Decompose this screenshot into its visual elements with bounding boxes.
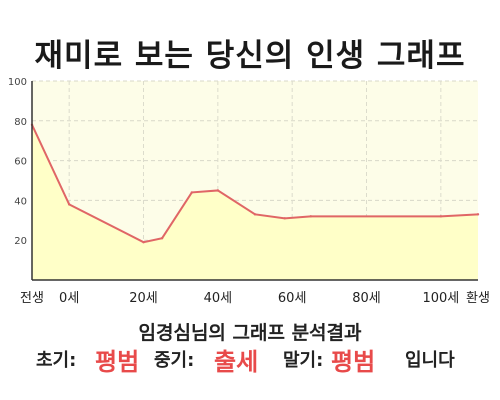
data-point [67,203,71,206]
y-tick-label: 100 [8,77,27,88]
y-tick-label: 40 [14,196,27,207]
page-title: 재미로 보는 당신의 인생 그래프 [34,38,466,74]
early-value: 평범 [95,348,140,376]
x-tick-label: 20세 [129,291,158,306]
early-label: 초기: [36,350,77,371]
series-area [32,124,478,280]
data-point [309,215,312,218]
result-suffix: 입니다 [405,350,455,371]
life-graph-chart: 20 40 60 80 100 전생 0세 20세 40세 60세 80세 100세 환생 [8,77,490,306]
analysis-subtitle: 임경심님의 그래프 분석결과 [138,322,362,344]
late-value: 평범 [331,348,376,376]
x-tick-label: 100세 [422,291,459,306]
data-point [439,215,443,218]
data-point [476,213,480,216]
x-tick-label: 40세 [204,291,233,306]
data-point [216,189,220,192]
data-point [160,237,164,240]
x-tick-label: 80세 [352,291,381,306]
data-point [283,217,286,220]
x-tick-label: 60세 [278,291,307,306]
y-tick-label: 60 [14,157,27,168]
mid-label: 중기: [154,350,195,371]
data-point [190,191,194,194]
y-tick-label: 80 [14,117,27,128]
x-tick-label: 환생 [466,291,490,306]
x-tick-label: 0세 [59,291,79,306]
late-label: 말기: [283,350,324,371]
y-tick-label: 20 [14,236,27,247]
data-point [142,240,145,244]
data-point [253,213,257,216]
mid-value: 출세 [214,348,259,376]
x-tick-label: 전생 [20,291,44,306]
